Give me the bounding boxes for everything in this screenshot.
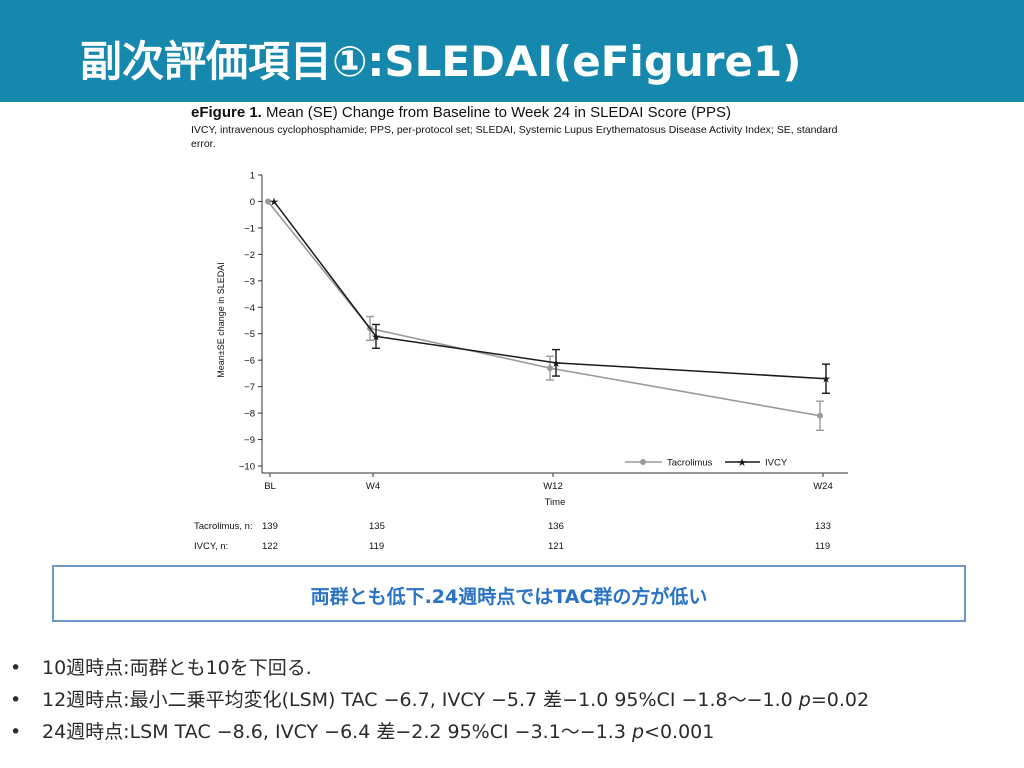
n-row-label: Tacrolimus, n: [194,521,253,532]
legend-marker-ivcy: ★ [737,456,747,469]
n-cell: 135 [369,521,385,532]
bullet-item: • 12週時点:最小二乗平均変化(LSM) TAC −6.7, IVCY −5.7… [10,684,1010,716]
bullet-marker: • [10,689,22,711]
p-value: =0.02 [810,689,870,711]
x-tick-label: W24 [813,481,833,492]
data-point-star: ★ [269,195,279,208]
y-tick-label: 1 [250,171,255,182]
y-tick-label: −10 [239,462,255,473]
n-cell: 133 [815,521,831,532]
bullet-text: 24週時点:LSM TAC −8.6, IVCY −6.4 差−2.2 95%C… [42,721,632,743]
legend-label-ivcy: IVCY [765,458,788,469]
figure-title-label: eFigure 1. [191,104,262,121]
series-line-ivcy [273,201,827,380]
bullet-text: 12週時点:最小二乗平均変化(LSM) TAC −6.7, IVCY −5.7 … [42,689,799,711]
y-tick-label: −5 [244,329,255,340]
x-tick-label: W12 [543,481,563,492]
title-bar: 副次評価項目①:SLEDAI(eFigure1) [0,0,1024,102]
data-point-circle [265,198,271,205]
bullet-text: 10週時点:両群とも10を下回る. [42,657,312,679]
n-cell: 119 [369,541,385,552]
y-axis-label: Mean±SE change in SLEDAI [216,262,226,378]
y-tick-label: −1 [244,223,255,234]
legend-label-tacrolimus: Tacrolimus [667,458,713,469]
n-cell: 122 [262,541,278,552]
series-line-tacrolimus [267,200,821,417]
data-point-star: ★ [551,357,561,370]
n-row-label: IVCY, n: [194,541,229,552]
bullet-marker: • [10,657,22,679]
summary-callout: 両群とも低下.24週時点ではTAC群の方が低い [52,565,966,622]
x-axis-label: Time [545,497,566,508]
y-tick-label: −9 [244,435,255,446]
y-tick-label: −7 [244,382,255,393]
bullet-marker: • [10,721,22,743]
figure-title: eFigure 1. Mean (SE) Change from Baselin… [191,104,851,121]
bullet-item: • 10週時点:両群とも10を下回る. [10,652,1010,684]
n-cell: 139 [262,521,278,532]
y-tick-label: 0 [250,197,255,208]
data-point-circle [547,365,553,372]
bullet-list: • 10週時点:両群とも10を下回る. • 12週時点:最小二乗平均変化(LSM) … [10,652,1010,748]
x-tick-label: W4 [366,481,380,492]
x-tick-label: BL [264,481,276,492]
y-tick-label: −3 [244,276,255,287]
y-tick-label: −6 [244,356,255,367]
data-point-circle [817,412,823,419]
p-symbol: p [631,721,645,743]
slide-title: 副次評価項目①:SLEDAI(eFigure1) [80,37,802,86]
n-cell: 119 [815,541,831,552]
legend-marker-tacrolimus [640,459,646,465]
figure-card [160,102,860,560]
p-symbol: p [798,689,811,711]
y-tick-label: −2 [244,250,255,261]
y-tick-label: −4 [244,303,255,314]
n-cell: 136 [548,521,564,532]
data-point-star: ★ [371,330,381,343]
bullet-item: • 24週時点:LSM TAC −8.6, IVCY −6.4 差−2.2 95%… [10,716,1010,748]
p-value: <0.001 [644,721,715,743]
figure-note: IVCY, intravenous cyclophosphamide; PPS,… [191,124,838,150]
callout-text: 両群とも低下.24週時点ではTAC群の方が低い [310,586,708,608]
figure-title-text: Mean (SE) Change from Baseline to Week 2… [261,104,731,121]
data-point-star: ★ [821,373,831,386]
y-tick-label: −8 [244,409,255,420]
n-cell: 121 [548,541,564,552]
